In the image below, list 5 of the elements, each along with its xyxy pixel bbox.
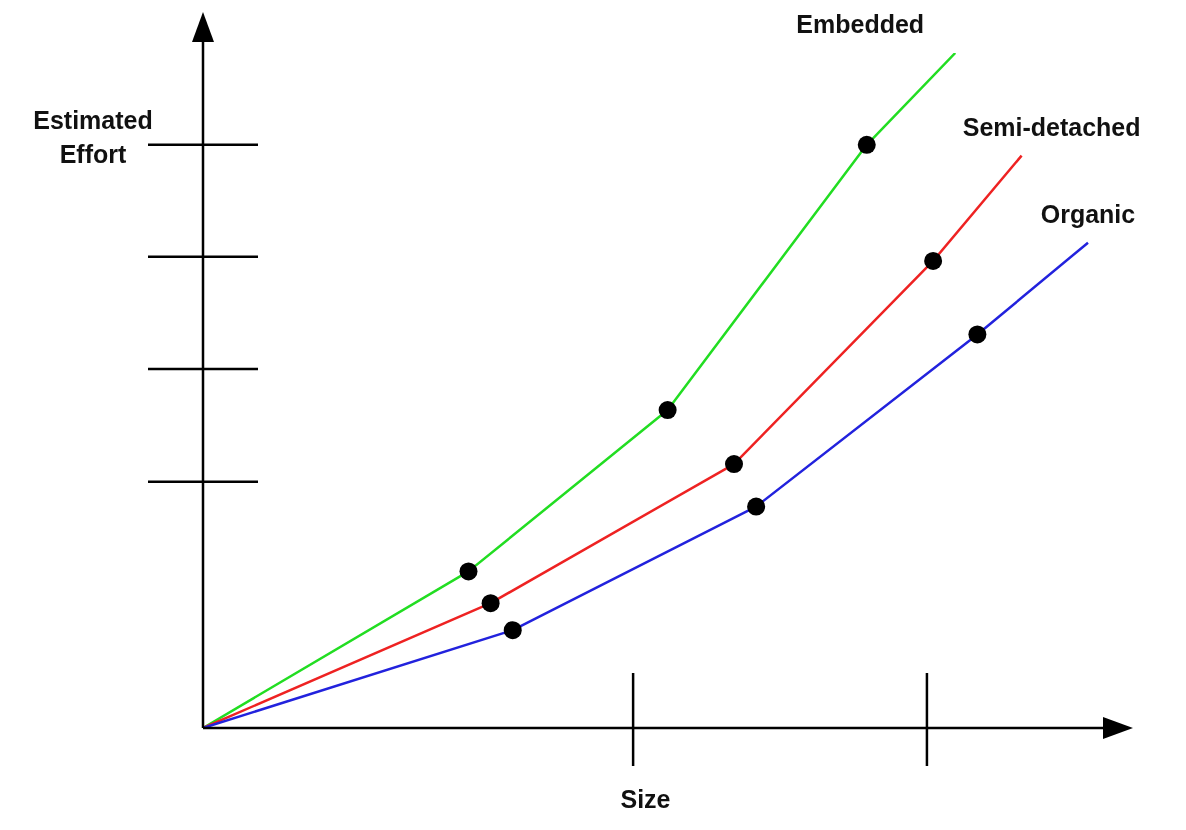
series-label: Embedded	[796, 10, 925, 38]
series-label: Organic	[1040, 199, 1136, 228]
y-axis-title: Estimated Effort	[32, 105, 154, 170]
x-axis-title: Size	[620, 785, 671, 813]
series-label: Semi-detached	[962, 112, 1141, 141]
